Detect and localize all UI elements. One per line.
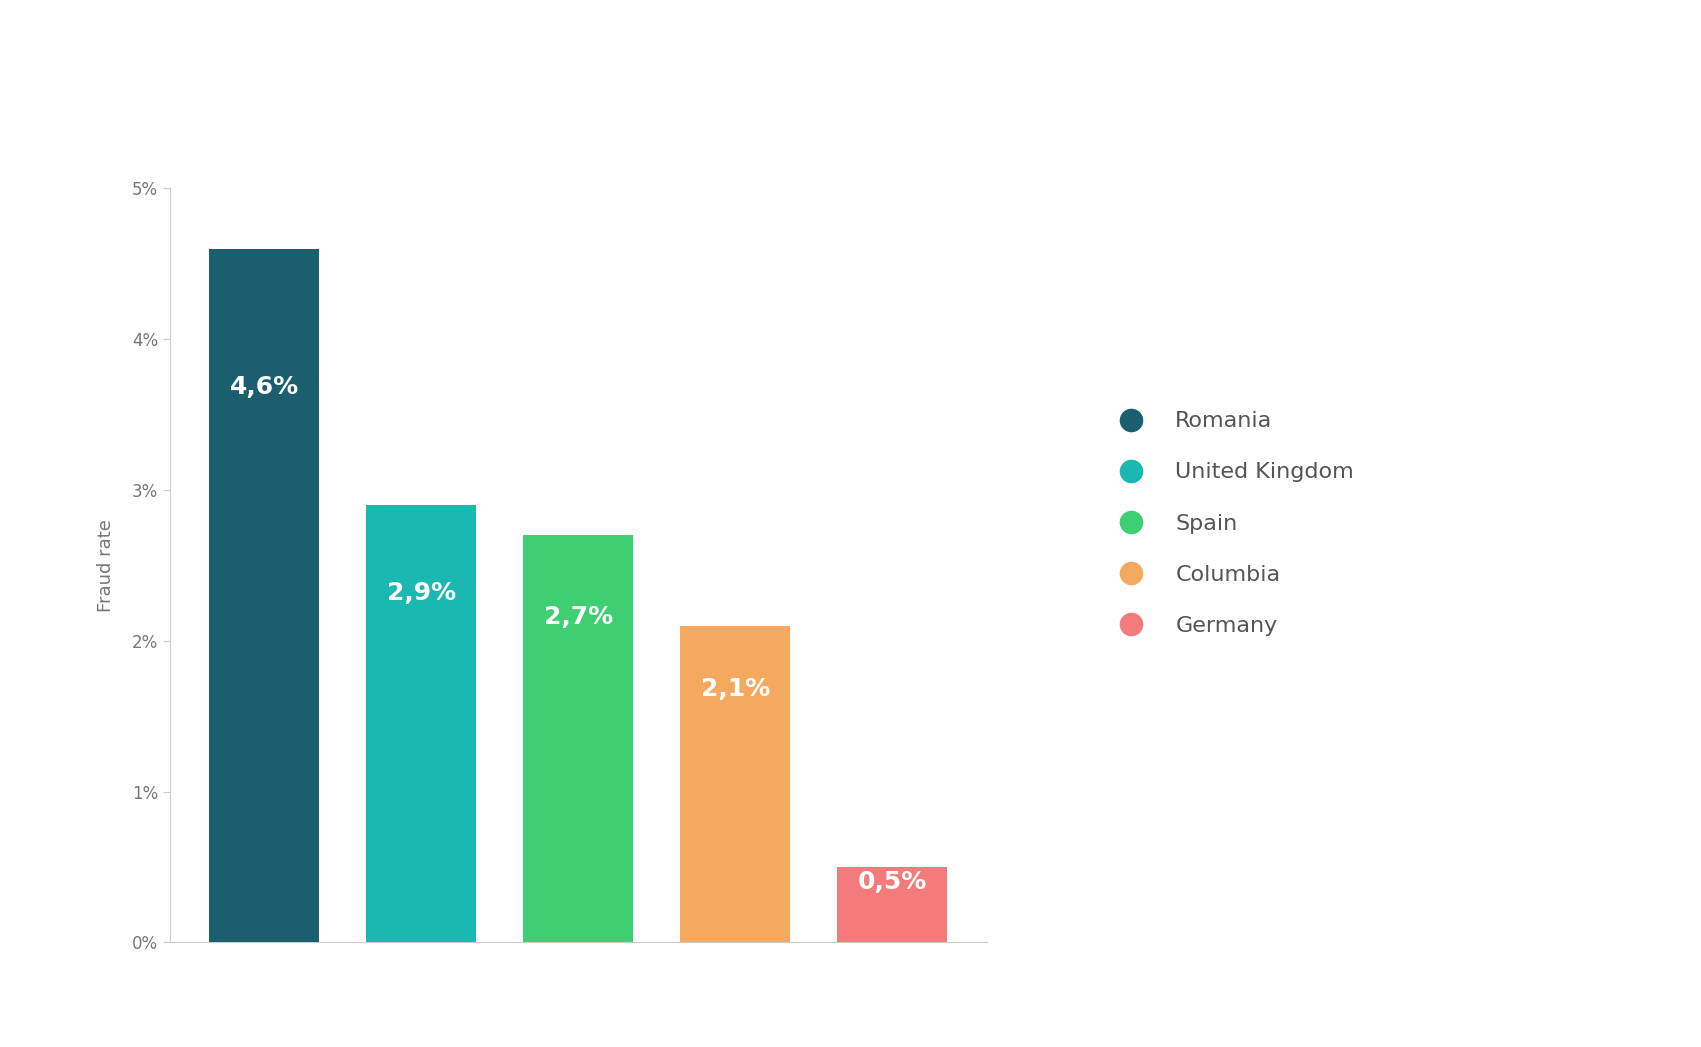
Bar — [524, 535, 633, 942]
Y-axis label: Fraud rate: Fraud rate — [97, 519, 116, 611]
Bar — [366, 505, 476, 942]
Text: 2,9%: 2,9% — [386, 580, 456, 604]
Text: 4,6%: 4,6% — [230, 376, 299, 400]
Legend: Romania, United Kingdom, Spain, Columbia, Germany: Romania, United Kingdom, Spain, Columbia… — [1101, 402, 1363, 645]
Bar — [680, 626, 791, 942]
Text: 2,1%: 2,1% — [701, 677, 771, 701]
Bar — [209, 249, 320, 942]
Text: 2,7%: 2,7% — [544, 604, 612, 628]
Bar — [837, 867, 947, 942]
Text: 0,5%: 0,5% — [857, 870, 927, 894]
